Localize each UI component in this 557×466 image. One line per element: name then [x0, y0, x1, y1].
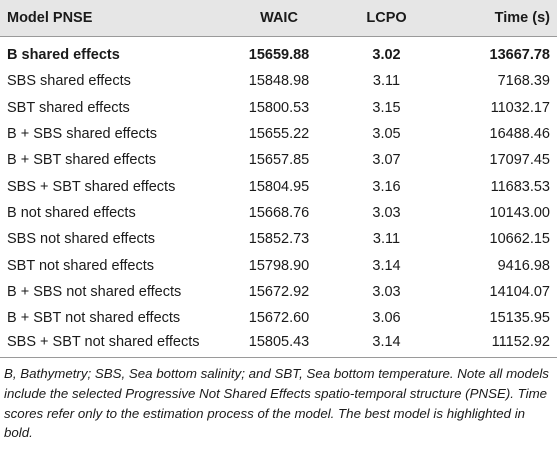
table-body: B shared effects 15659.88 3.02 13667.78 SBS …: [0, 36, 557, 359]
cell-waic: 15804.95: [248, 178, 310, 195]
table-row: B + SBS not shared effects 15672.92 3.03 14…: [0, 279, 557, 305]
cell-waic: 15672.60: [248, 310, 310, 327]
cell-lcpo: 3.05: [372, 126, 401, 143]
cell-time: 9416.98: [497, 257, 550, 274]
table-row: B + SBT shared effects 15657.85 3.07 17097.…: [0, 147, 557, 173]
cell-waic: 15655.22: [248, 126, 310, 143]
table-row: B + SBS shared effects 15655.22 3.05 16488.…: [0, 121, 557, 147]
cell-lcpo: 3.11: [372, 231, 401, 248]
cell-waic: 15848.98: [248, 73, 310, 90]
cell-model: B + SBT shared effects: [7, 152, 156, 169]
header-waic: WAIC: [214, 0, 344, 37]
cell-model: SBS not shared effects: [7, 231, 156, 248]
cell-lcpo: 3.14: [344, 331, 429, 359]
table-row: SBT shared effects 15800.53 3.15 11032.17: [0, 95, 557, 121]
cell-lcpo: 3.02: [372, 47, 401, 64]
cell-lcpo: 3.11: [372, 73, 401, 90]
header-row: Model PNSE WAIC LCPO Time (s): [0, 0, 557, 37]
cell-time: 14104.07: [489, 283, 550, 300]
results-table: Model PNSE WAIC LCPO Time (s) B shared e…: [0, 0, 557, 359]
table-row: B shared effects 15659.88 3.02 13667.78: [0, 42, 557, 68]
cell-time: 11152.92: [429, 331, 557, 359]
cell-model: B + SBS not shared effects: [7, 283, 182, 300]
cell-waic: 15672.92: [248, 283, 310, 300]
header-lcpo: LCPO: [344, 0, 429, 37]
table-footnote: B, Bathymetry; SBS, Sea bottom salinity;…: [4, 366, 549, 441]
table-row: SBS + SBT shared effects 15804.95 3.16 1168…: [0, 173, 557, 199]
header-model: Model PNSE: [0, 0, 214, 37]
table-row: SBS not shared effects 15852.73 3.11 10662.…: [0, 226, 557, 252]
cell-model: B not shared effects: [7, 204, 136, 221]
cell-time: 10143.00: [489, 204, 550, 221]
cell-waic: 15657.85: [248, 152, 310, 169]
header-time: Time (s): [429, 0, 557, 37]
table-row: SBT not shared effects 15798.90 3.14 9416.9…: [0, 252, 557, 278]
table-row: B + SBT not shared effects 15672.60 3.06 15…: [0, 305, 557, 331]
cell-model: B shared effects: [7, 47, 120, 64]
cell-model: SBT not shared effects: [7, 257, 154, 274]
cell-model: B + SBS shared effects: [7, 126, 158, 143]
cell-time: 16488.46: [489, 126, 550, 143]
cell-lcpo: 3.03: [372, 204, 401, 221]
cell-time: 7168.39: [497, 73, 550, 90]
cell-model: SBS + SBT not shared effects: [0, 331, 214, 359]
cell-model: SBS shared effects: [7, 73, 131, 90]
cell-waic: 15668.76: [248, 204, 310, 221]
cell-model: B + SBT not shared effects: [7, 310, 181, 327]
cell-waic: 15798.90: [248, 257, 310, 274]
table-row: B not shared effects 15668.76 3.03 10143.00: [0, 200, 557, 226]
table-row: SBS + SBT not shared effects 15805.43 3.14…: [0, 331, 557, 359]
cell-model: SBS + SBT shared effects: [7, 178, 176, 195]
cell-model: SBT shared effects: [7, 99, 130, 116]
cell-lcpo: 3.03: [372, 283, 401, 300]
cell-lcpo: 3.16: [372, 178, 401, 195]
cell-time: 13667.78: [489, 47, 550, 64]
cell-lcpo: 3.06: [372, 310, 401, 327]
cell-time: 17097.45: [489, 152, 550, 169]
cell-lcpo: 3.14: [372, 257, 401, 274]
cell-waic: 15852.73: [248, 231, 310, 248]
cell-time: 10662.15: [489, 231, 550, 248]
cell-waic: 15659.88: [248, 47, 310, 64]
cell-waic: 15805.43: [214, 331, 344, 359]
cell-lcpo: 3.15: [372, 99, 401, 116]
table-figure: Model PNSE WAIC LCPO Time (s) B shared e…: [0, 0, 557, 441]
cell-time: 11032.17: [490, 99, 550, 116]
table-header: Model PNSE WAIC LCPO Time (s): [0, 0, 557, 37]
table-row: SBS shared effects 15848.98 3.11 7168.39: [0, 68, 557, 94]
cell-time: 11683.53: [490, 178, 550, 195]
cell-lcpo: 3.07: [372, 152, 401, 169]
cell-waic: 15800.53: [248, 99, 310, 116]
cell-time: 15135.95: [489, 310, 550, 327]
